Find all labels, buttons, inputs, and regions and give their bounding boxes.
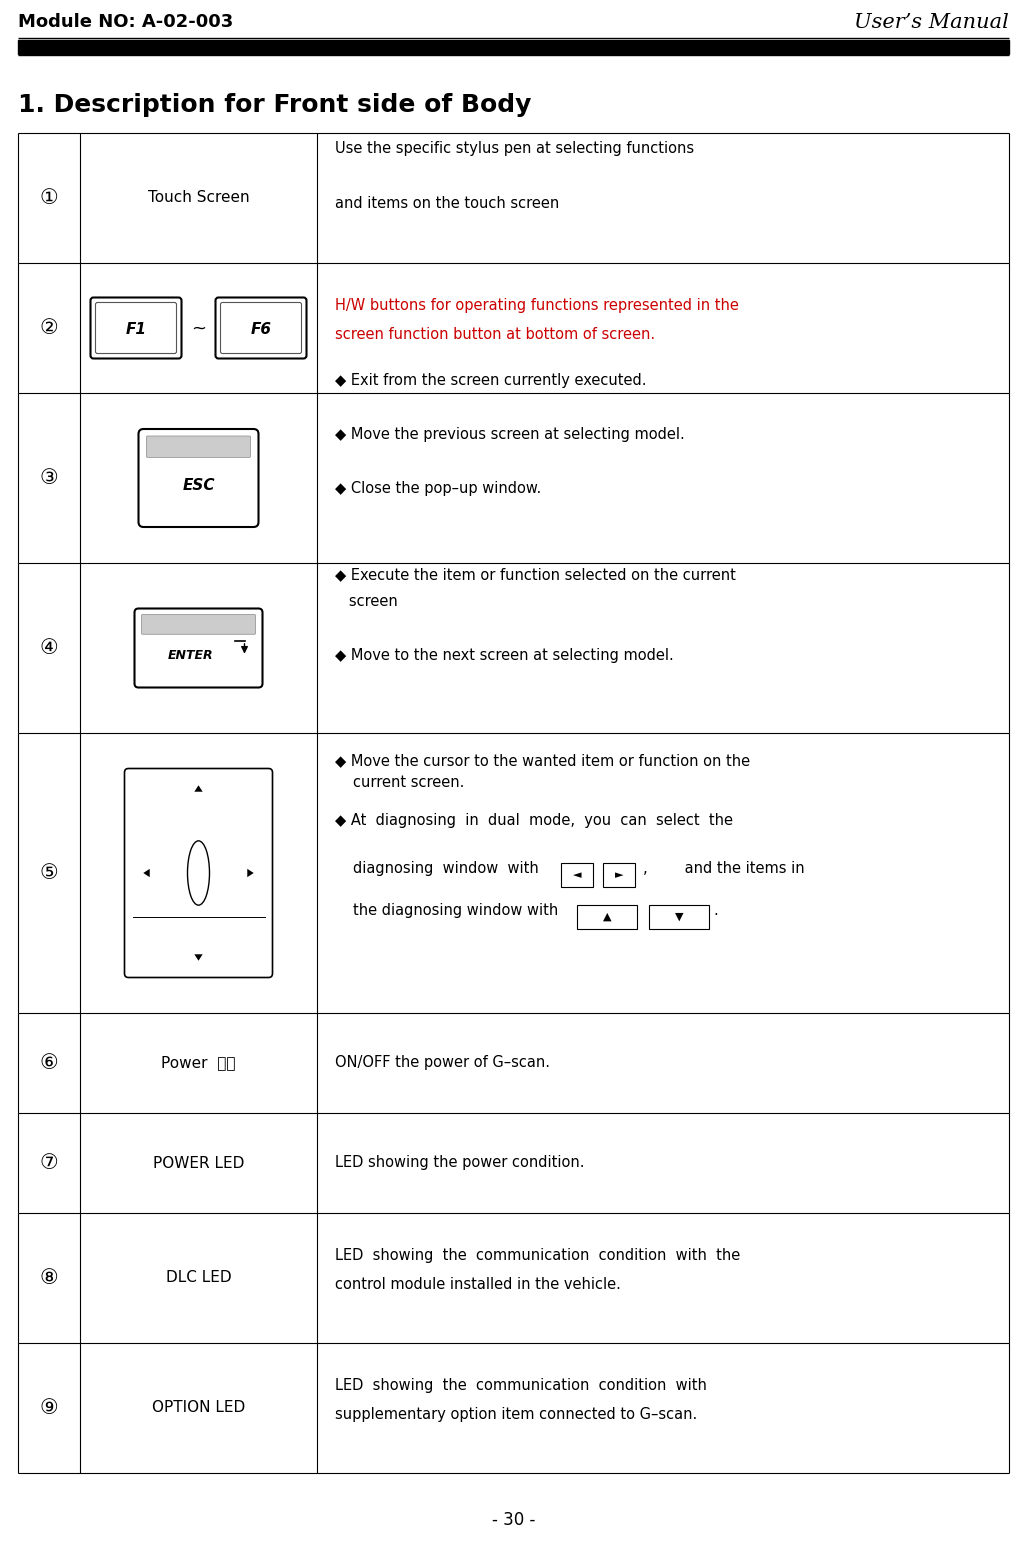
Text: ⑧: ⑧: [40, 1268, 59, 1288]
Text: LED showing the power condition.: LED showing the power condition.: [335, 1155, 584, 1170]
Bar: [561, 863, 593, 887]
Text: F1: F1: [125, 322, 147, 337]
Text: POWER LED: POWER LED: [153, 1155, 244, 1170]
Text: ◄: ◄: [573, 870, 581, 880]
Text: User’s Manual: User’s Manual: [854, 12, 1009, 31]
Text: ⑥: ⑥: [40, 1053, 59, 1073]
Text: ~: ~: [191, 320, 206, 339]
Text: diagnosing  window  with: diagnosing window with: [353, 861, 539, 877]
FancyBboxPatch shape: [216, 297, 306, 359]
Text: 1. Description for Front side of Body: 1. Description for Front side of Body: [18, 93, 531, 117]
Text: LED  showing  the  communication  condition  with
supplementary option item conn: LED showing the communication condition …: [335, 1377, 707, 1422]
FancyBboxPatch shape: [221, 303, 302, 354]
FancyBboxPatch shape: [147, 436, 251, 458]
Bar: [577, 904, 637, 929]
FancyBboxPatch shape: [139, 428, 259, 527]
Bar: [18, 40, 1009, 54]
Text: H/W buttons for operating functions represented in the
screen function button at: H/W buttons for operating functions repr…: [335, 298, 738, 342]
Text: ▼: ▼: [675, 912, 683, 921]
Text: ESC: ESC: [182, 478, 215, 493]
FancyBboxPatch shape: [90, 297, 182, 359]
Text: .: .: [713, 903, 718, 918]
Text: OPTION LED: OPTION LED: [152, 1401, 245, 1416]
Text: Use the specific stylus pen at selecting functions

and items on the touch scree: Use the specific stylus pen at selecting…: [335, 142, 694, 210]
Text: ►: ►: [615, 870, 623, 880]
Text: ①: ①: [40, 189, 59, 209]
Text: F6: F6: [251, 322, 271, 337]
Text: ◆ Exit from the screen currently executed.

◆ Move the previous screen at select: ◆ Exit from the screen currently execute…: [335, 373, 685, 496]
Text: the diagnosing window with: the diagnosing window with: [353, 903, 559, 918]
Text: ⑤: ⑤: [40, 863, 59, 883]
Text: - 30 -: - 30 -: [492, 1510, 535, 1529]
Text: ◆ At  diagnosing  in  dual  mode,  you  can  select  the: ◆ At diagnosing in dual mode, you can se…: [335, 813, 733, 829]
Text: Module NO: A-02-003: Module NO: A-02-003: [18, 12, 233, 31]
Text: ▲: ▲: [603, 912, 611, 921]
Text: ◆ Move the cursor to the wanted item or function on the: ◆ Move the cursor to the wanted item or …: [335, 753, 750, 768]
Text: ◆ Execute the item or function selected on the current
   screen

◆ Move to the : ◆ Execute the item or function selected …: [335, 567, 736, 663]
Bar: [603, 863, 635, 887]
Ellipse shape: [188, 841, 210, 904]
FancyBboxPatch shape: [142, 614, 256, 634]
Text: ⑦: ⑦: [40, 1153, 59, 1173]
Text: current screen.: current screen.: [353, 775, 464, 790]
Text: Power  버튼: Power 버튼: [161, 1056, 236, 1070]
FancyBboxPatch shape: [96, 303, 177, 354]
Text: ,        and the items in: , and the items in: [643, 861, 804, 877]
Text: DLC LED: DLC LED: [165, 1271, 231, 1286]
Text: ON/OFF the power of G–scan.: ON/OFF the power of G–scan.: [335, 1056, 550, 1070]
Text: LED  showing  the  communication  condition  with  the
control module installed : LED showing the communication condition …: [335, 1248, 740, 1292]
Text: ③: ③: [40, 468, 59, 489]
Text: ②: ②: [40, 318, 59, 339]
Text: Touch Screen: Touch Screen: [148, 190, 250, 206]
Bar: [649, 904, 709, 929]
Text: ⑨: ⑨: [40, 1398, 59, 1418]
FancyBboxPatch shape: [124, 768, 272, 977]
FancyBboxPatch shape: [135, 609, 263, 688]
Text: ④: ④: [40, 638, 59, 659]
Text: ENTER: ENTER: [167, 649, 214, 662]
